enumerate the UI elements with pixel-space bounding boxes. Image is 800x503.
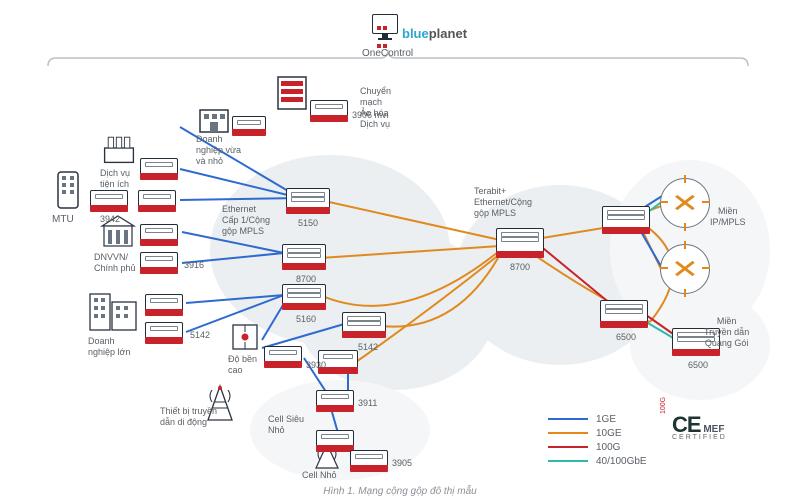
device-5142b [342,312,386,338]
device-3906 [310,100,348,122]
id-5160: 5160 [296,314,316,325]
legend: 1GE 10GE 100G 40/100GbE [548,412,647,468]
device-3905b [350,450,388,472]
device-mtu-b [138,190,176,212]
sme-building-icon [194,96,234,136]
monitor-icon [370,14,398,44]
eth-label: Ethernet Cấp 1/Cộng gộp MPLS [222,204,270,237]
util-label: Dịch vụ tiện ích [100,168,130,190]
mtu-icon [54,168,82,212]
caption: Hình 1. Mạng cộng gộp đô thị mẫu [0,486,800,497]
id-3916: 3916 [184,260,204,271]
legend-row: 1GE [548,412,647,426]
device-6500a [600,300,648,328]
id-3911: 3911 [358,398,377,409]
mbh-label: Thiết bị truyền dẫn di động [160,406,217,428]
mtu-label: MTU [52,214,74,225]
device-util [140,158,178,180]
router-ipmpls-a: ✕ [660,178,710,228]
device-8700a [282,244,326,270]
legend-row: 100G [548,440,647,454]
device-mtu-a [90,190,128,212]
ent-label: Doanh nghiệp lớn [88,336,130,358]
id-5142b: 5142 [358,342,378,353]
device-gov-b [140,252,178,274]
device-gov-a [140,224,178,246]
device-3930 [264,346,302,368]
tera-label: Terabit+ Ethernet/Cộng gộp MPLS [474,186,532,219]
id-3930: 3930 [306,360,326,371]
hardened-icon [230,322,260,352]
device-ent-a [145,294,183,316]
id-6500a: 6500 [616,332,636,343]
onecontrol-label: OneControl [362,48,413,59]
server-rack-icon [272,73,312,113]
device-8700b [496,228,544,258]
ip-label: Miền IP/MPLS [710,206,746,228]
svc-label: Chuyển mạch Ảo hóa Dịch vụ [360,86,391,130]
router-ipmpls-b: ✕ [660,244,710,294]
device-sme [232,116,266,136]
device-3911 [316,390,354,412]
legend-row: 40/100GbE [548,454,647,468]
device-5150 [286,188,330,214]
id-3905: 3905 [392,458,412,469]
id-6500b: 6500 [688,360,708,371]
id-8700a: 8700 [296,274,316,285]
device-3905a [316,430,354,452]
device-ent-b [145,322,183,344]
device-tera-top [602,206,650,234]
id-5150: 5150 [298,218,318,229]
gov-label: DNVVN/ Chính phủ [94,252,136,274]
pkt-label: Miền Truyền dẫn Quang Gói [704,316,749,349]
cert-badge: 100G CE MEF CERTIFIED [672,412,752,442]
small-label: Cell Nhỏ [302,470,337,481]
enterprise-icon [86,286,140,334]
macro-label: Cell Siêu Nhỏ [268,414,304,436]
hard-label: Độ bền cao [228,354,257,376]
device-5160 [282,284,326,310]
id-3906: 3906 mvi [352,110,389,121]
legend-row: 10GE [548,426,647,440]
id-5142: 5142 [190,330,210,341]
utility-icon [100,130,138,166]
id-3942: 3942 [100,214,120,225]
id-8700b: 8700 [510,262,530,273]
brand-label: blueplanet [402,26,467,41]
sme-label: Doanh nghiệp vừa và nhỏ [196,134,241,167]
